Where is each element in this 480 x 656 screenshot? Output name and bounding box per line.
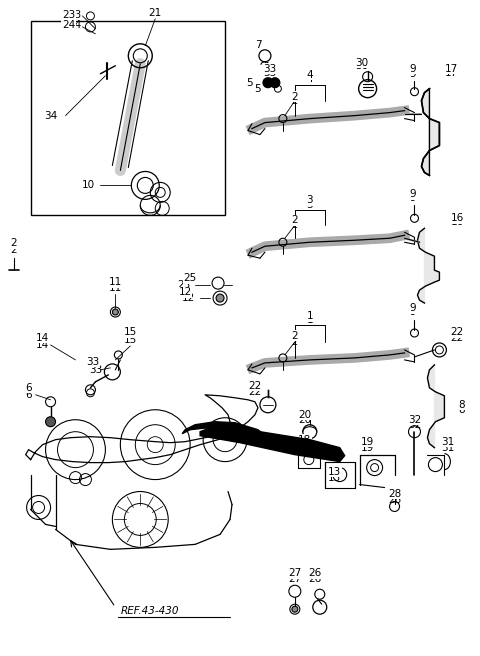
Text: 2: 2 <box>291 331 298 341</box>
Text: 20: 20 <box>298 410 312 420</box>
Polygon shape <box>200 428 345 462</box>
Text: 6: 6 <box>25 390 32 400</box>
Text: 28: 28 <box>388 489 401 499</box>
Text: 25: 25 <box>183 273 197 283</box>
Text: 2: 2 <box>292 337 298 347</box>
Circle shape <box>216 294 224 302</box>
Text: 16: 16 <box>451 213 464 223</box>
Text: 31: 31 <box>441 437 454 447</box>
Bar <box>31 21 225 215</box>
Text: 1: 1 <box>307 315 313 325</box>
Text: 30: 30 <box>355 61 368 71</box>
Text: 2: 2 <box>292 220 298 230</box>
Text: 11: 11 <box>109 283 122 293</box>
Circle shape <box>270 77 280 88</box>
Text: 22: 22 <box>451 333 464 343</box>
Text: 20: 20 <box>298 415 312 424</box>
Text: 22: 22 <box>248 387 262 397</box>
Text: 12: 12 <box>179 287 192 297</box>
Text: 7: 7 <box>254 40 261 50</box>
Text: 13: 13 <box>328 466 341 476</box>
Polygon shape <box>418 228 439 303</box>
Text: 32: 32 <box>408 415 421 424</box>
Text: 24: 24 <box>62 20 75 30</box>
Text: 25: 25 <box>177 280 190 290</box>
Text: 6: 6 <box>25 383 32 393</box>
Text: 7: 7 <box>254 40 261 50</box>
Text: 8: 8 <box>458 405 465 415</box>
Text: 9: 9 <box>409 307 416 317</box>
Text: 16: 16 <box>451 217 464 228</box>
Text: 4: 4 <box>307 70 313 80</box>
Text: 33: 33 <box>89 365 102 375</box>
Text: 22: 22 <box>248 381 262 391</box>
Text: 23: 23 <box>69 10 82 20</box>
Text: 9: 9 <box>409 64 416 73</box>
Text: 8: 8 <box>458 400 465 410</box>
Text: 33: 33 <box>264 64 276 73</box>
Text: 9: 9 <box>409 190 416 199</box>
Text: 5: 5 <box>254 84 261 94</box>
Text: 14: 14 <box>36 333 49 343</box>
Circle shape <box>112 309 119 315</box>
Text: 27: 27 <box>288 574 301 584</box>
Text: 24: 24 <box>69 20 82 30</box>
Text: 32: 32 <box>408 420 421 430</box>
Text: 17: 17 <box>445 64 458 73</box>
Circle shape <box>46 417 56 426</box>
Text: 15: 15 <box>124 335 137 345</box>
Circle shape <box>263 77 273 88</box>
Text: 17: 17 <box>445 68 458 78</box>
Text: 23: 23 <box>62 10 75 20</box>
Text: 14: 14 <box>36 340 49 350</box>
Text: 3: 3 <box>307 200 313 211</box>
Text: 26: 26 <box>308 568 322 579</box>
Text: 30: 30 <box>355 58 368 68</box>
Text: 2: 2 <box>292 96 298 106</box>
Text: 2: 2 <box>291 92 298 102</box>
Text: 4: 4 <box>307 73 313 84</box>
Text: 21: 21 <box>149 8 162 18</box>
Text: REF.43-430: REF.43-430 <box>120 606 179 616</box>
Text: 33: 33 <box>264 68 276 78</box>
Text: 2: 2 <box>11 238 17 248</box>
Text: 2: 2 <box>11 245 17 255</box>
Text: 34: 34 <box>44 111 57 121</box>
Text: 33: 33 <box>86 357 99 367</box>
Polygon shape <box>182 422 270 447</box>
Text: 15: 15 <box>124 327 137 337</box>
Text: 31: 31 <box>441 443 454 453</box>
Text: 3: 3 <box>307 195 313 205</box>
Text: 21: 21 <box>149 8 162 18</box>
Text: 5: 5 <box>247 77 253 88</box>
Text: 26: 26 <box>308 574 322 584</box>
Text: 18: 18 <box>298 435 312 445</box>
Text: 9: 9 <box>409 194 416 203</box>
Text: 9: 9 <box>409 69 416 79</box>
Text: 12: 12 <box>182 293 195 303</box>
Circle shape <box>292 606 298 612</box>
Polygon shape <box>428 365 444 447</box>
Text: 18: 18 <box>298 440 312 449</box>
Text: 2: 2 <box>291 215 298 225</box>
Text: 19: 19 <box>361 443 374 453</box>
Text: 9: 9 <box>409 303 416 313</box>
Text: 19: 19 <box>361 437 374 447</box>
Text: 1: 1 <box>307 311 313 321</box>
Polygon shape <box>421 89 439 175</box>
Text: 27: 27 <box>288 568 301 579</box>
Text: 10: 10 <box>82 180 96 190</box>
Text: 28: 28 <box>388 495 401 504</box>
Text: 13: 13 <box>328 472 341 483</box>
Text: 22: 22 <box>451 327 464 337</box>
Text: 11: 11 <box>109 277 122 287</box>
